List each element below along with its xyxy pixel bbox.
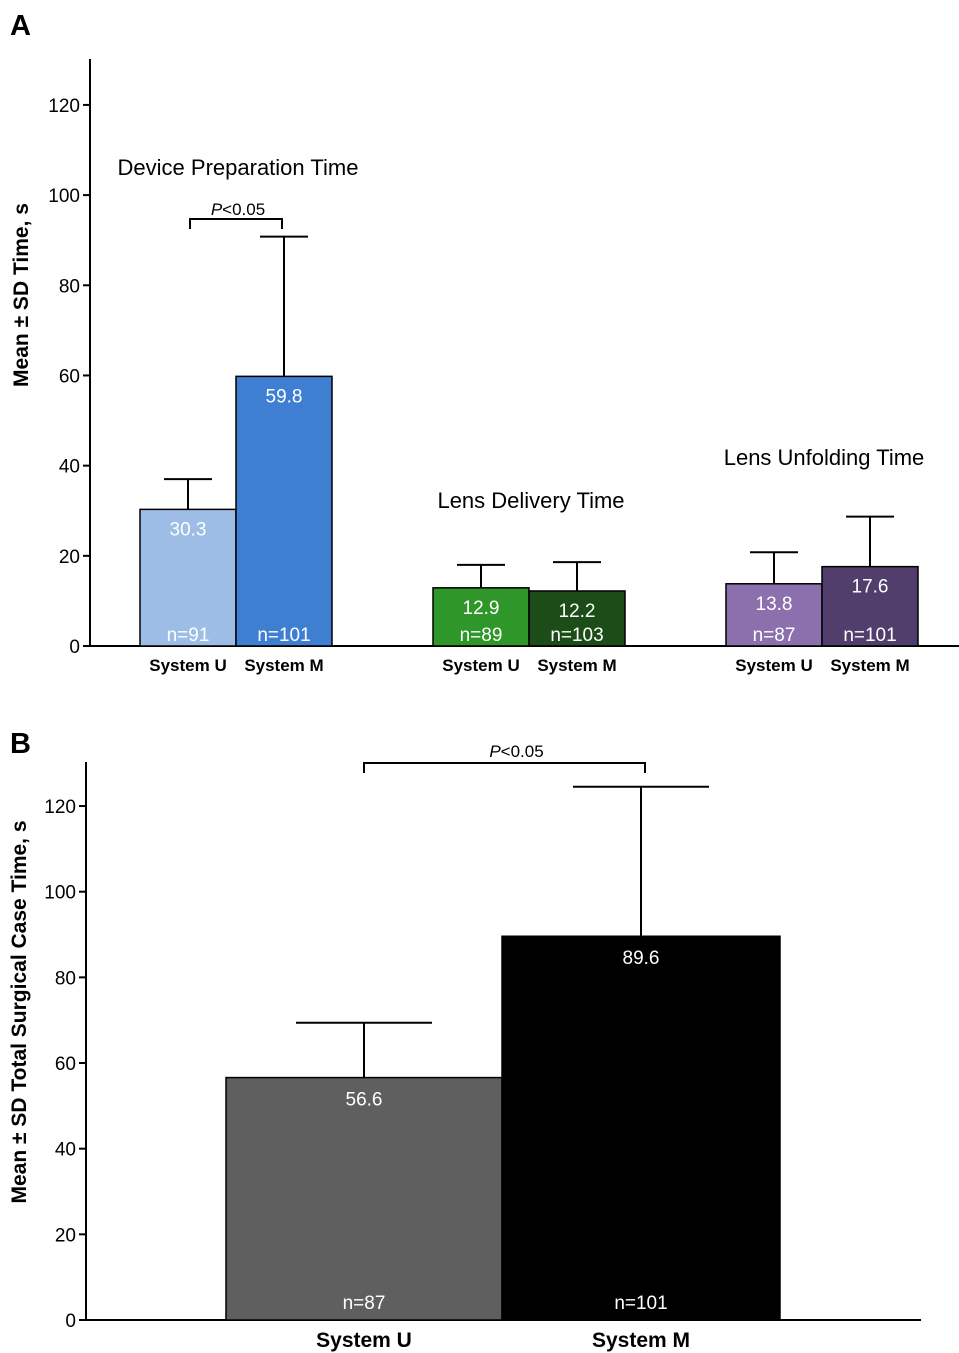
bar [528,590,626,647]
bar-value-label: 12.9 [463,598,500,619]
panel-a-sig-bracket-line [189,218,283,229]
panel-a: A Mean ± SD Time, s 0 20 40 60 80 100 120 30.3… [10,10,959,675]
panel-a-p-value: P<0.05 [211,200,265,219]
bar-n-label: n=101 [614,1293,667,1314]
panel-b: B Mean ± SD Total Surgical Case Time, s … [8,728,921,1352]
bar-value-label: 89.6 [623,948,660,969]
bar-n-label: n=87 [753,625,796,646]
bar [139,508,237,647]
x-category-label: System M [830,656,909,675]
x-category-label: System U [442,656,519,675]
panel-a-labels: 30.3 n=91 System U 59.8 n=101 System M Device … [118,155,925,675]
panel-b-sig-bracket-line [363,762,646,773]
panel-a-significance-bracket: P<0.05 [189,200,283,229]
panel-b-letter: B [10,728,31,760]
x-category-label: System U [316,1329,412,1352]
y-tick-label: 20 [55,1225,76,1246]
x-category-label: System U [149,656,226,675]
panel-a-bars [139,235,919,647]
panel-b-y-axis-title: Mean ± SD Total Surgical Case Time, s [8,820,31,1203]
y-tick-label: 20 [59,547,80,568]
y-tick-label: 120 [48,96,80,117]
bar [725,583,823,647]
panel-a-letter: A [10,10,31,42]
bar-n-label: n=91 [167,625,210,646]
x-category-label: System M [592,1329,690,1352]
bar [501,935,781,1321]
panel-b-labels: 56.6 n=87 System U 89.6 n=101 System M [316,948,690,1352]
panel-a-y-axis-title: Mean ± SD Time, s [10,203,33,387]
y-tick-label: 100 [48,186,80,207]
bar-value-label: 56.6 [346,1090,383,1111]
bar [235,375,333,647]
bar [821,565,919,647]
group-title: Lens Delivery Time [437,488,624,513]
bar-value-label: 12.2 [559,601,596,622]
y-tick-label: 120 [44,797,76,818]
panel-b-bars [225,785,781,1321]
panel-a-y-ticks: 0 20 40 60 80 100 120 [48,96,90,658]
bar [225,1076,503,1321]
bar-value-label: 13.8 [756,594,793,615]
bar-value-label: 17.6 [852,577,889,598]
y-tick-label: 40 [55,1140,76,1161]
x-category-label: System U [735,656,812,675]
bar-n-label: n=103 [550,625,603,646]
x-category-label: System M [244,656,323,675]
x-category-label: System M [537,656,616,675]
group-title: Device Preparation Time [118,155,359,180]
y-tick-label: 60 [59,366,80,387]
y-tick-label: 0 [65,1311,76,1332]
y-tick-label: 60 [55,1054,76,1075]
y-tick-label: 80 [59,276,80,297]
bar-value-label: 30.3 [170,519,207,540]
bar-n-label: n=87 [343,1293,386,1314]
panel-b-significance-bracket: P<0.05 [363,742,646,773]
panel-b-p-value: P<0.05 [489,742,543,761]
bar-n-label: n=101 [843,625,896,646]
y-tick-label: 80 [55,968,76,989]
bar-value-label: 59.8 [266,386,303,407]
bar-n-label: n=101 [257,625,310,646]
bar-n-label: n=89 [460,625,503,646]
group-title: Lens Unfolding Time [724,445,925,470]
y-tick-label: 0 [69,637,80,658]
panel-b-y-ticks: 0 20 40 60 80 100 120 [44,797,86,1332]
y-tick-label: 40 [59,457,80,478]
y-tick-label: 100 [44,883,76,904]
